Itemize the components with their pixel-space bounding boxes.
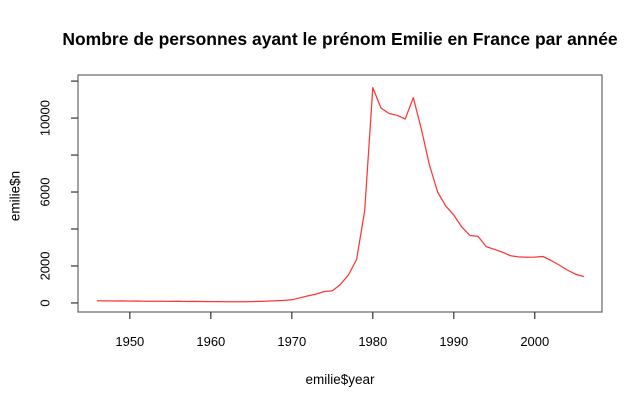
x-tick-label: 1980 bbox=[358, 334, 387, 349]
x-tick-label: 1970 bbox=[277, 334, 306, 349]
y-axis: 0 2000 6000 10000 bbox=[37, 80, 78, 307]
y-tick-label: 0 bbox=[37, 299, 52, 306]
x-tick-label: 1960 bbox=[196, 334, 225, 349]
x-tick-label: 1950 bbox=[115, 334, 144, 349]
x-axis-label: emilie$year bbox=[305, 372, 375, 387]
chart-title: Nombre de personnes ayant le prénom Emil… bbox=[62, 29, 618, 49]
plot-frame bbox=[77, 74, 603, 313]
x-tick-label: 1990 bbox=[439, 334, 468, 349]
series-line-emilie bbox=[96, 86, 585, 303]
y-tick-label: 2000 bbox=[37, 252, 52, 281]
y-tick-label: 10000 bbox=[37, 100, 52, 136]
x-axis: 1950 1960 1970 1980 1990 2000 bbox=[115, 312, 549, 349]
y-tick-label: 6000 bbox=[37, 178, 52, 207]
x-tick-label: 2000 bbox=[520, 334, 549, 349]
